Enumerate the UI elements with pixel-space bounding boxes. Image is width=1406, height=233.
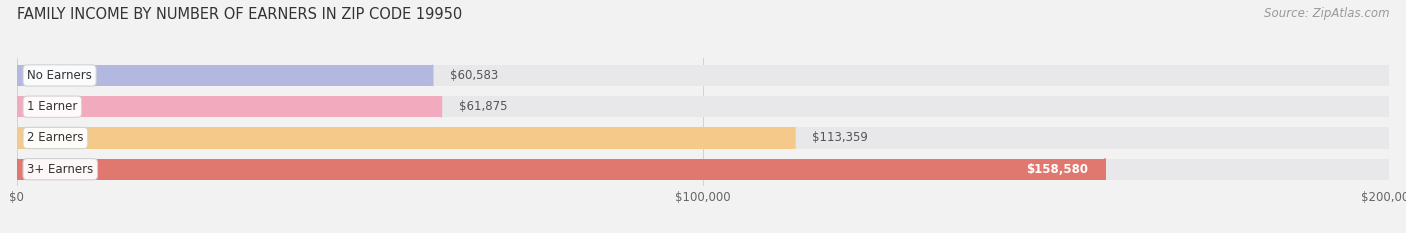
FancyBboxPatch shape — [17, 96, 441, 117]
FancyBboxPatch shape — [17, 159, 1389, 180]
FancyBboxPatch shape — [17, 127, 794, 149]
Text: $61,875: $61,875 — [458, 100, 508, 113]
Text: No Earners: No Earners — [27, 69, 91, 82]
Text: Source: ZipAtlas.com: Source: ZipAtlas.com — [1264, 7, 1389, 20]
Text: 3+ Earners: 3+ Earners — [27, 163, 93, 176]
FancyBboxPatch shape — [17, 127, 1389, 149]
FancyBboxPatch shape — [17, 65, 433, 86]
FancyBboxPatch shape — [17, 96, 1389, 117]
Text: $113,359: $113,359 — [811, 131, 868, 144]
Text: $158,580: $158,580 — [1026, 163, 1088, 176]
Text: $60,583: $60,583 — [450, 69, 498, 82]
FancyBboxPatch shape — [17, 159, 1105, 180]
Text: 2 Earners: 2 Earners — [27, 131, 84, 144]
FancyBboxPatch shape — [17, 65, 1389, 86]
Text: FAMILY INCOME BY NUMBER OF EARNERS IN ZIP CODE 19950: FAMILY INCOME BY NUMBER OF EARNERS IN ZI… — [17, 7, 463, 22]
Text: 1 Earner: 1 Earner — [27, 100, 77, 113]
